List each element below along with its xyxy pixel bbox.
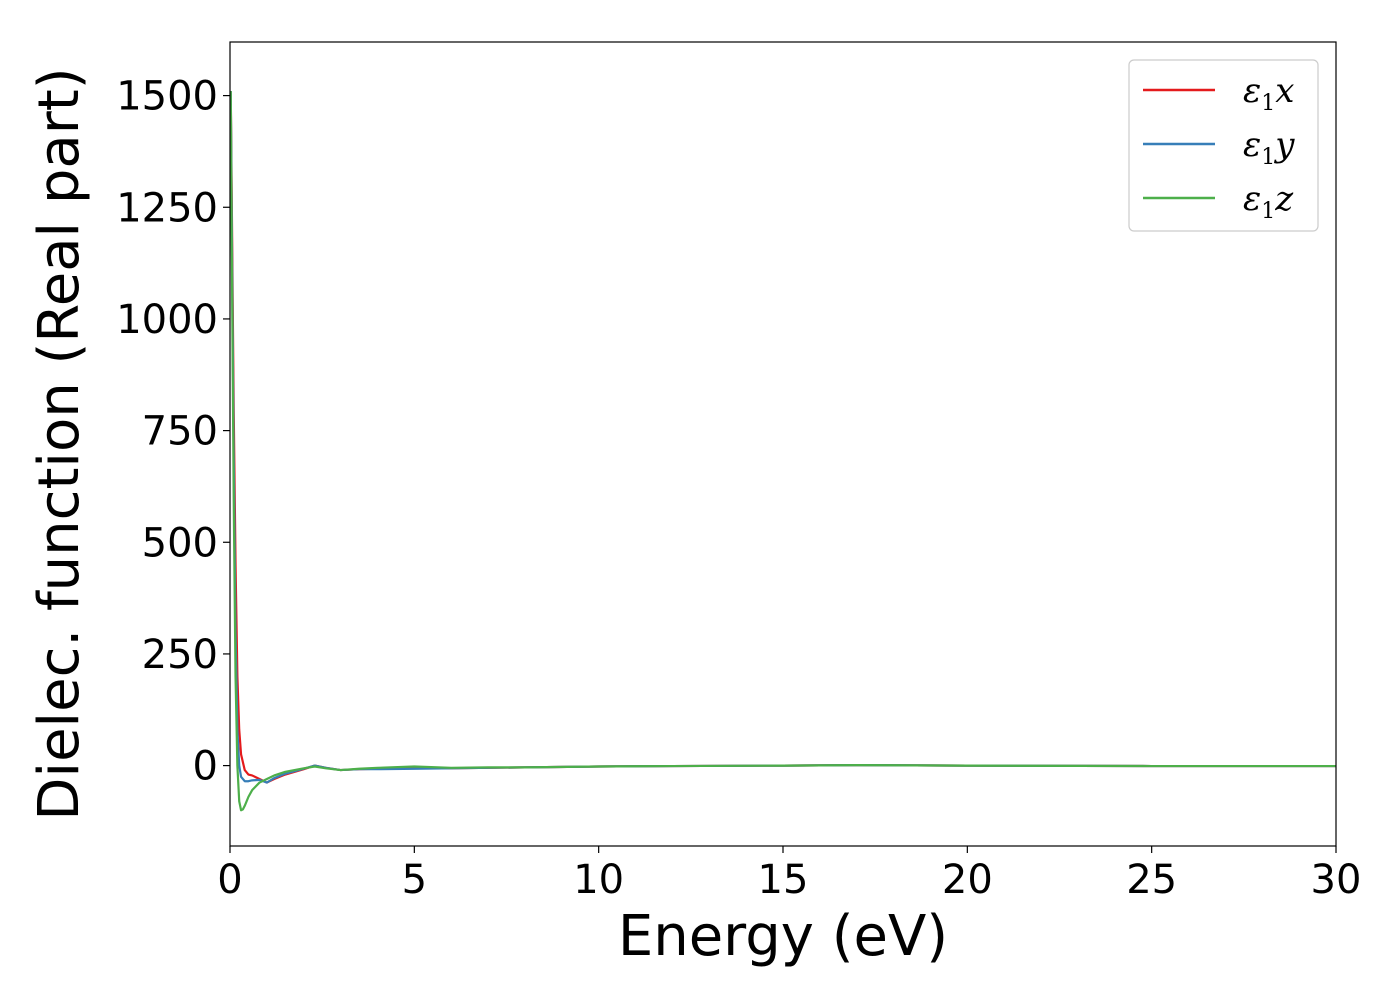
y-tick-label: 1250: [116, 185, 218, 231]
y-axis-title: Dielec. function (Real part): [27, 67, 92, 820]
legend-label-z: ε1z: [1243, 179, 1294, 224]
x-tick-label: 5: [402, 857, 427, 903]
x-tick-label: 25: [1126, 857, 1177, 903]
x-tick-label: 0: [217, 857, 242, 903]
legend-label-x: ε1x: [1243, 71, 1294, 116]
x-axis-title: Energy (eV): [618, 904, 948, 969]
x-tick-label: 10: [573, 857, 624, 903]
series-layer: [230, 91, 1336, 812]
series-line-z: [230, 91, 1336, 812]
x-tick-label: 20: [942, 857, 993, 903]
y-tick-label: 250: [142, 632, 218, 678]
legend-label-y: ε1y: [1243, 125, 1295, 170]
y-tick-label: 1000: [116, 297, 218, 343]
legend-box: [1128, 59, 1319, 232]
legend: ε1x ε1y ε1z: [1128, 59, 1319, 232]
x-axis: 0 5 10 15 20 25 30: [217, 846, 1361, 903]
y-tick-label: 500: [142, 520, 218, 566]
y-tick-label: 750: [142, 409, 218, 455]
y-tick-label: 1500: [116, 74, 218, 120]
y-tick-label: 0: [193, 744, 218, 790]
x-tick-label: 30: [1311, 857, 1362, 903]
x-tick-label: 15: [758, 857, 809, 903]
y-axis: 0 250 500 750 1000 1250 1500: [116, 74, 230, 790]
